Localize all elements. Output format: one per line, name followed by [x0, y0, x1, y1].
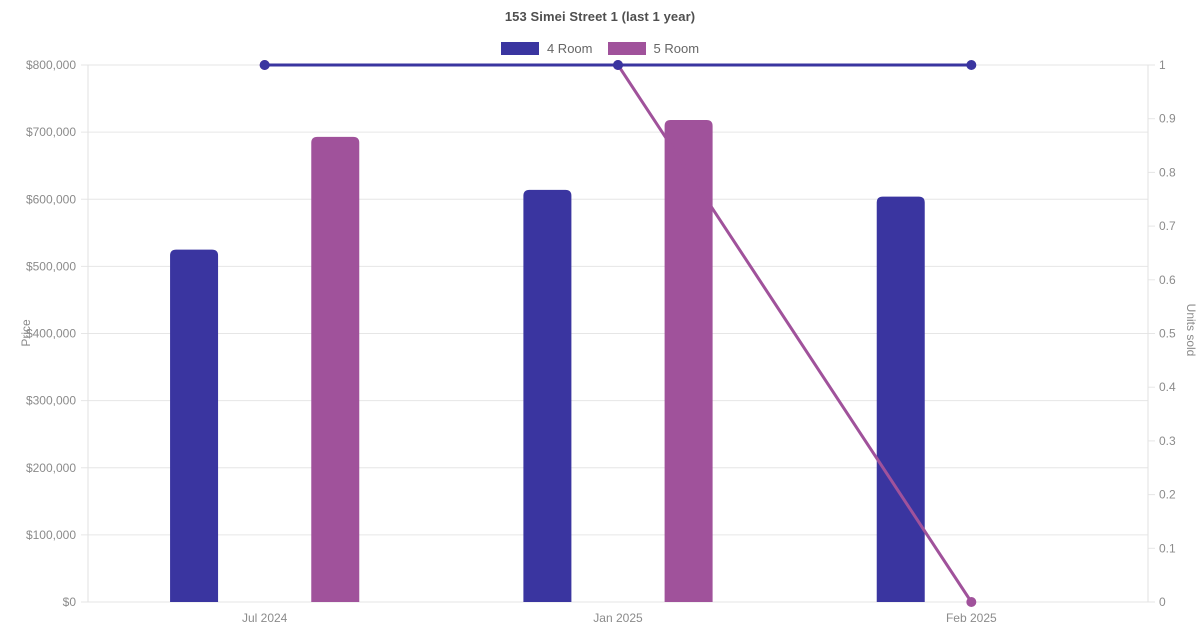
point-4-room-jul-2024 — [259, 60, 270, 70]
bar-5-room-jan-2025 — [664, 120, 713, 602]
bar-5-room-jul-2024 — [311, 136, 360, 603]
point-4-room-jan-2025 — [613, 60, 623, 70]
left-axis-tick-label: $800,000 — [26, 58, 76, 72]
point-4-room-feb-2025 — [966, 60, 977, 70]
right-axis-tick-label: 0.9 — [1159, 112, 1176, 126]
right-axis-tick-label: 0.2 — [1159, 488, 1176, 502]
legend-swatch-5-room — [607, 41, 646, 55]
left-axis-tick-label: $500,000 — [26, 259, 76, 273]
left-axis-tick-label: $0 — [63, 595, 77, 609]
legend-item-5-room[interactable]: 5 Room — [607, 40, 700, 56]
right-axis-title: Units sold — [1184, 304, 1198, 357]
left-axis-tick-label: $600,000 — [26, 192, 76, 206]
bar-4-room-jul-2024 — [170, 249, 219, 602]
right-axis-tick-label: 0.4 — [1159, 380, 1176, 394]
bar-4-room-feb-2025 — [876, 196, 925, 602]
legend-label-4-room: 4 Room — [546, 40, 593, 56]
right-axis-tick-label: 0.6 — [1159, 273, 1176, 287]
legend-swatch-4-room — [500, 41, 539, 55]
chart-legend: 4 Room 5 Room — [0, 40, 1200, 56]
right-axis-tick-label: 0.3 — [1159, 434, 1176, 448]
left-axis-tick-label: $200,000 — [26, 461, 76, 475]
left-axis-tick-label: $400,000 — [26, 327, 76, 341]
bar-4-room-jan-2025 — [523, 189, 572, 603]
right-axis-tick-label: 1 — [1159, 58, 1166, 72]
left-axis-tick-label: $100,000 — [26, 528, 76, 542]
x-axis-tick-label: Jan 2025 — [593, 611, 643, 625]
left-axis-tick-label: $300,000 — [26, 394, 76, 408]
x-axis-tick-label: Jul 2024 — [242, 611, 288, 625]
right-axis-tick-label: 0.8 — [1159, 165, 1176, 179]
right-axis-tick-label: 0 — [1159, 595, 1166, 609]
right-axis-tick-label: 0.7 — [1159, 219, 1176, 233]
right-axis-tick-label: 0.1 — [1159, 541, 1176, 555]
chart-title: 153 Simei Street 1 (last 1 year) — [504, 9, 696, 24]
left-axis-tick-label: $700,000 — [26, 125, 76, 139]
x-axis-tick-label: Feb 2025 — [946, 611, 997, 625]
point-5-room-feb-2025 — [966, 597, 977, 607]
right-axis-tick-label: 0.5 — [1159, 327, 1176, 341]
legend-label-5-room: 5 Room — [653, 40, 700, 56]
legend-item-4-room[interactable]: 4 Room — [500, 40, 593, 56]
left-axis-title: Price — [19, 319, 33, 347]
